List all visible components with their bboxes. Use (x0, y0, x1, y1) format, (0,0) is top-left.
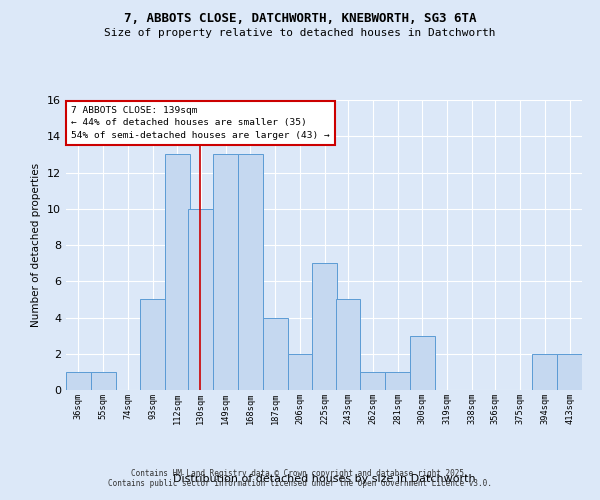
Bar (140, 300, 165, 390)
Bar (263, 318, 287, 390)
Text: Contains public sector information licensed under the Open Government Licence v3: Contains public sector information licen… (108, 478, 492, 488)
Bar (557, 354, 582, 390)
Text: 7, ABBOTS CLOSE, DATCHWORTH, KNEBWORTH, SG3 6TA: 7, ABBOTS CLOSE, DATCHWORTH, KNEBWORTH, … (124, 12, 476, 26)
Text: 7 ABBOTS CLOSE: 139sqm
← 44% of detached houses are smaller (35)
54% of semi-det: 7 ABBOTS CLOSE: 139sqm ← 44% of detached… (71, 106, 330, 140)
Bar (238, 154, 263, 390)
Bar (312, 263, 337, 390)
Bar (361, 372, 385, 390)
Bar (287, 354, 312, 390)
Bar (336, 300, 361, 390)
Bar (532, 354, 557, 390)
Y-axis label: Number of detached properties: Number of detached properties (31, 163, 41, 327)
Bar (66, 372, 91, 390)
Text: Size of property relative to detached houses in Datchworth: Size of property relative to detached ho… (104, 28, 496, 38)
Bar (91, 372, 116, 390)
Text: Contains HM Land Registry data © Crown copyright and database right 2025.: Contains HM Land Registry data © Crown c… (131, 468, 469, 477)
Bar (213, 154, 238, 390)
Bar (410, 336, 435, 390)
Bar (188, 209, 213, 390)
Bar (385, 372, 410, 390)
X-axis label: Distribution of detached houses by size in Datchworth: Distribution of detached houses by size … (173, 474, 475, 484)
Bar (165, 154, 190, 390)
